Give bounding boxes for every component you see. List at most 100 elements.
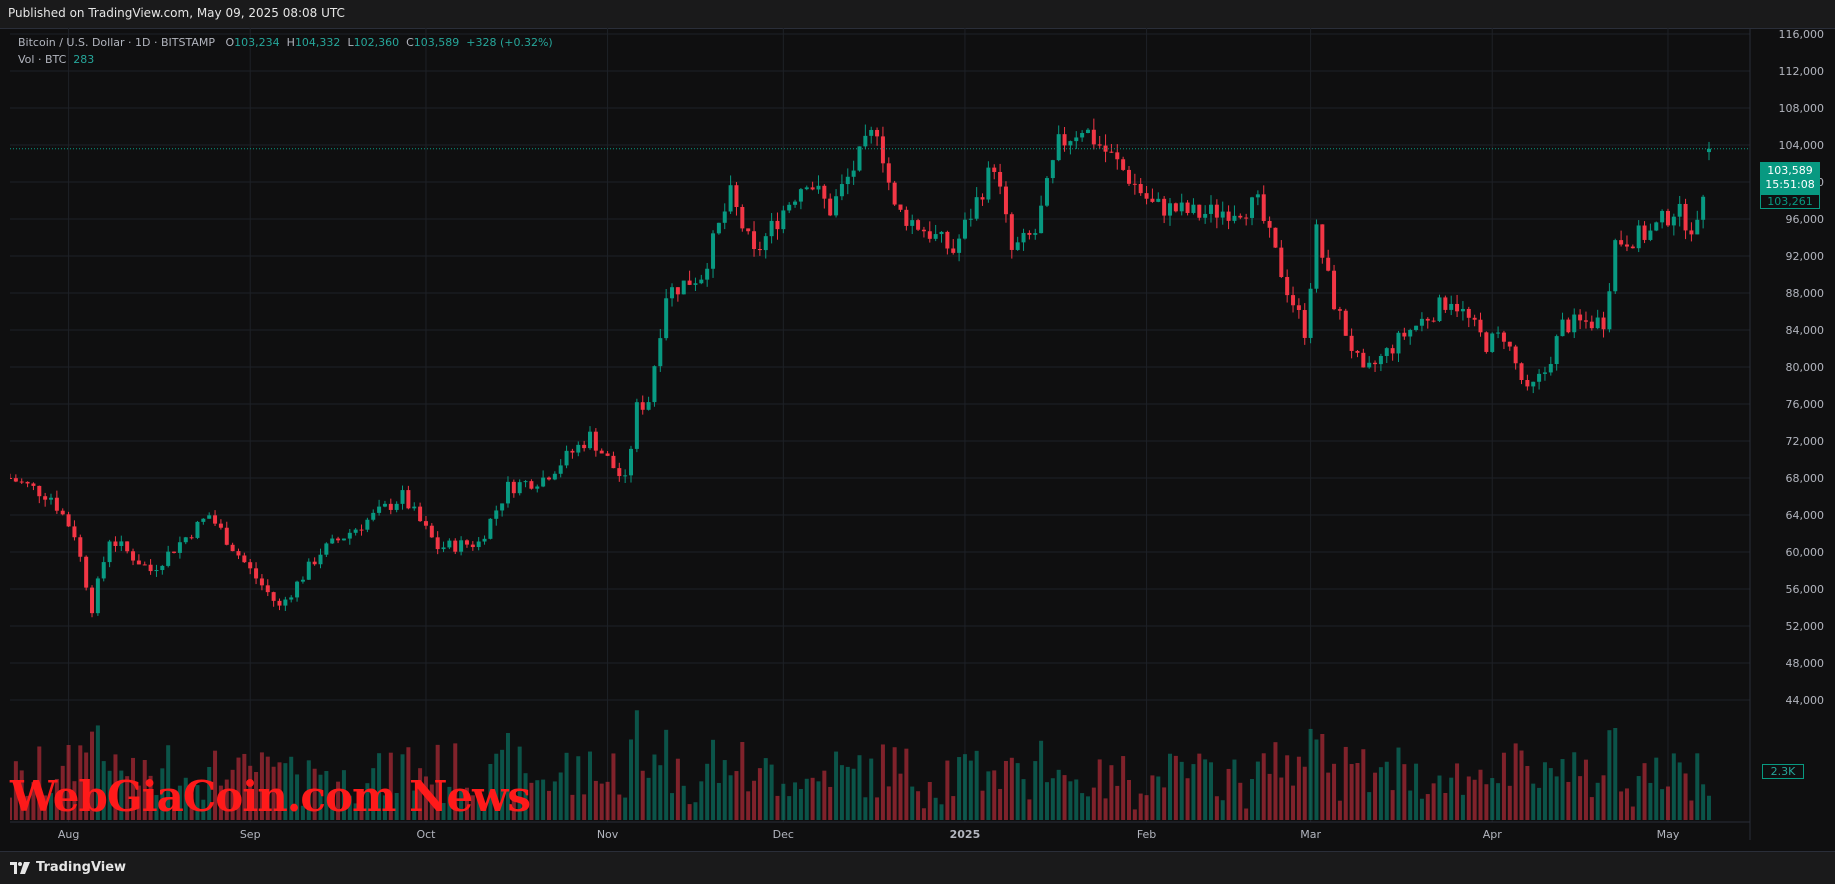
y-tick-label: 72,000 <box>1786 435 1825 448</box>
volume-bar <box>1068 781 1073 820</box>
candle-body <box>892 182 897 205</box>
volume-bar <box>1566 781 1571 820</box>
x-tick-label: Feb <box>1137 828 1156 841</box>
candle-body <box>453 540 458 552</box>
volume-bar <box>822 770 827 820</box>
candle-body <box>1548 364 1553 373</box>
volume-bar <box>1408 790 1413 820</box>
volume-bar <box>910 786 915 820</box>
candle-body <box>195 521 200 538</box>
candle-body <box>1554 336 1559 365</box>
candle-body <box>1619 240 1624 245</box>
volume-bar <box>1554 776 1559 820</box>
candle-body <box>1255 194 1260 198</box>
volume-bar <box>1080 793 1085 820</box>
volume-bar <box>1033 761 1038 820</box>
x-tick-label: Dec <box>773 828 794 841</box>
candle-body <box>1085 129 1090 134</box>
high-value: 104,332 <box>294 36 341 49</box>
volume-bar <box>523 773 528 820</box>
volume-bar <box>324 770 329 820</box>
candle-body <box>1302 310 1307 338</box>
volume-bar <box>681 785 686 820</box>
candle-body <box>1185 202 1190 213</box>
volume-bar <box>1126 779 1131 820</box>
candle-body <box>494 510 499 519</box>
volume-bar <box>576 756 581 820</box>
volume-bar <box>1589 797 1594 820</box>
volume-bar <box>277 762 282 820</box>
candle-body <box>1332 270 1337 310</box>
candle-body <box>974 197 979 219</box>
volume-bar <box>1039 740 1044 820</box>
volume-bar <box>1378 767 1383 820</box>
volume-bar <box>388 752 393 820</box>
footer-brand: TradingView <box>36 860 127 875</box>
candle-body <box>341 538 346 541</box>
candle-body <box>1701 196 1706 220</box>
volume-scale-tag: 2.3K <box>1762 764 1804 779</box>
candle-body <box>869 129 874 136</box>
volume-bar <box>283 763 288 820</box>
volume-bar <box>306 760 311 820</box>
volume-bar <box>1308 728 1313 820</box>
candle-body <box>1320 224 1325 258</box>
volume-bar <box>752 780 757 820</box>
candle-body <box>441 547 446 550</box>
candle-body <box>1132 183 1137 185</box>
volume-bar <box>318 774 323 820</box>
volume-bar <box>259 752 264 820</box>
candle-body <box>1648 230 1653 240</box>
volume-bar <box>599 783 604 820</box>
candle-body <box>1173 203 1178 212</box>
volume-bar <box>1285 755 1290 820</box>
volume-bar <box>640 770 645 820</box>
candle-body <box>1244 217 1249 219</box>
volume-bar <box>1677 762 1682 820</box>
volume-bar <box>927 782 932 820</box>
y-tick-label: 52,000 <box>1786 620 1825 633</box>
candle-body <box>1162 198 1167 216</box>
volume-bar <box>218 785 223 820</box>
volume-bar <box>1332 763 1337 820</box>
volume-bar <box>974 750 979 820</box>
volume-bar <box>90 731 95 820</box>
candle-body <box>1384 348 1389 356</box>
candle-body <box>986 167 991 200</box>
volume-bar <box>43 795 48 820</box>
candle-body <box>136 560 141 565</box>
volume-bar <box>1296 756 1301 820</box>
candle-body <box>1209 204 1214 214</box>
candlestick-chart[interactable]: 116,000112,000108,000104,000100,00096,00… <box>10 28 1825 850</box>
candle-body <box>201 518 206 522</box>
candle-body <box>1654 222 1659 231</box>
volume-bar <box>728 775 733 820</box>
candle-body <box>377 506 382 513</box>
candle-body <box>1226 211 1231 221</box>
candle-body <box>658 338 663 367</box>
volume-bar <box>1279 777 1284 820</box>
candle-body <box>242 555 247 563</box>
candle-body <box>382 503 387 507</box>
candle-body <box>142 564 147 566</box>
x-tick-label: Sep <box>240 828 261 841</box>
volume-bar <box>142 760 147 820</box>
candle-body <box>1490 333 1495 352</box>
volume-bar <box>1396 747 1401 820</box>
volume-bar <box>746 791 751 820</box>
tradingview-logo[interactable]: TradingView <box>10 860 126 875</box>
close-label: C <box>406 36 414 49</box>
candle-body <box>752 231 757 250</box>
candle-body <box>1425 318 1430 321</box>
volume-bar <box>558 772 563 820</box>
volume-bar <box>810 777 815 820</box>
volume-bar <box>705 763 710 820</box>
volume-bar <box>875 797 880 820</box>
volume-bar <box>295 774 300 820</box>
volume-bar <box>828 786 833 820</box>
candle-body <box>49 497 54 500</box>
candle-body <box>798 189 803 202</box>
volume-bar <box>1437 775 1442 820</box>
volume-bar <box>177 785 182 820</box>
volume-bar <box>535 780 540 820</box>
